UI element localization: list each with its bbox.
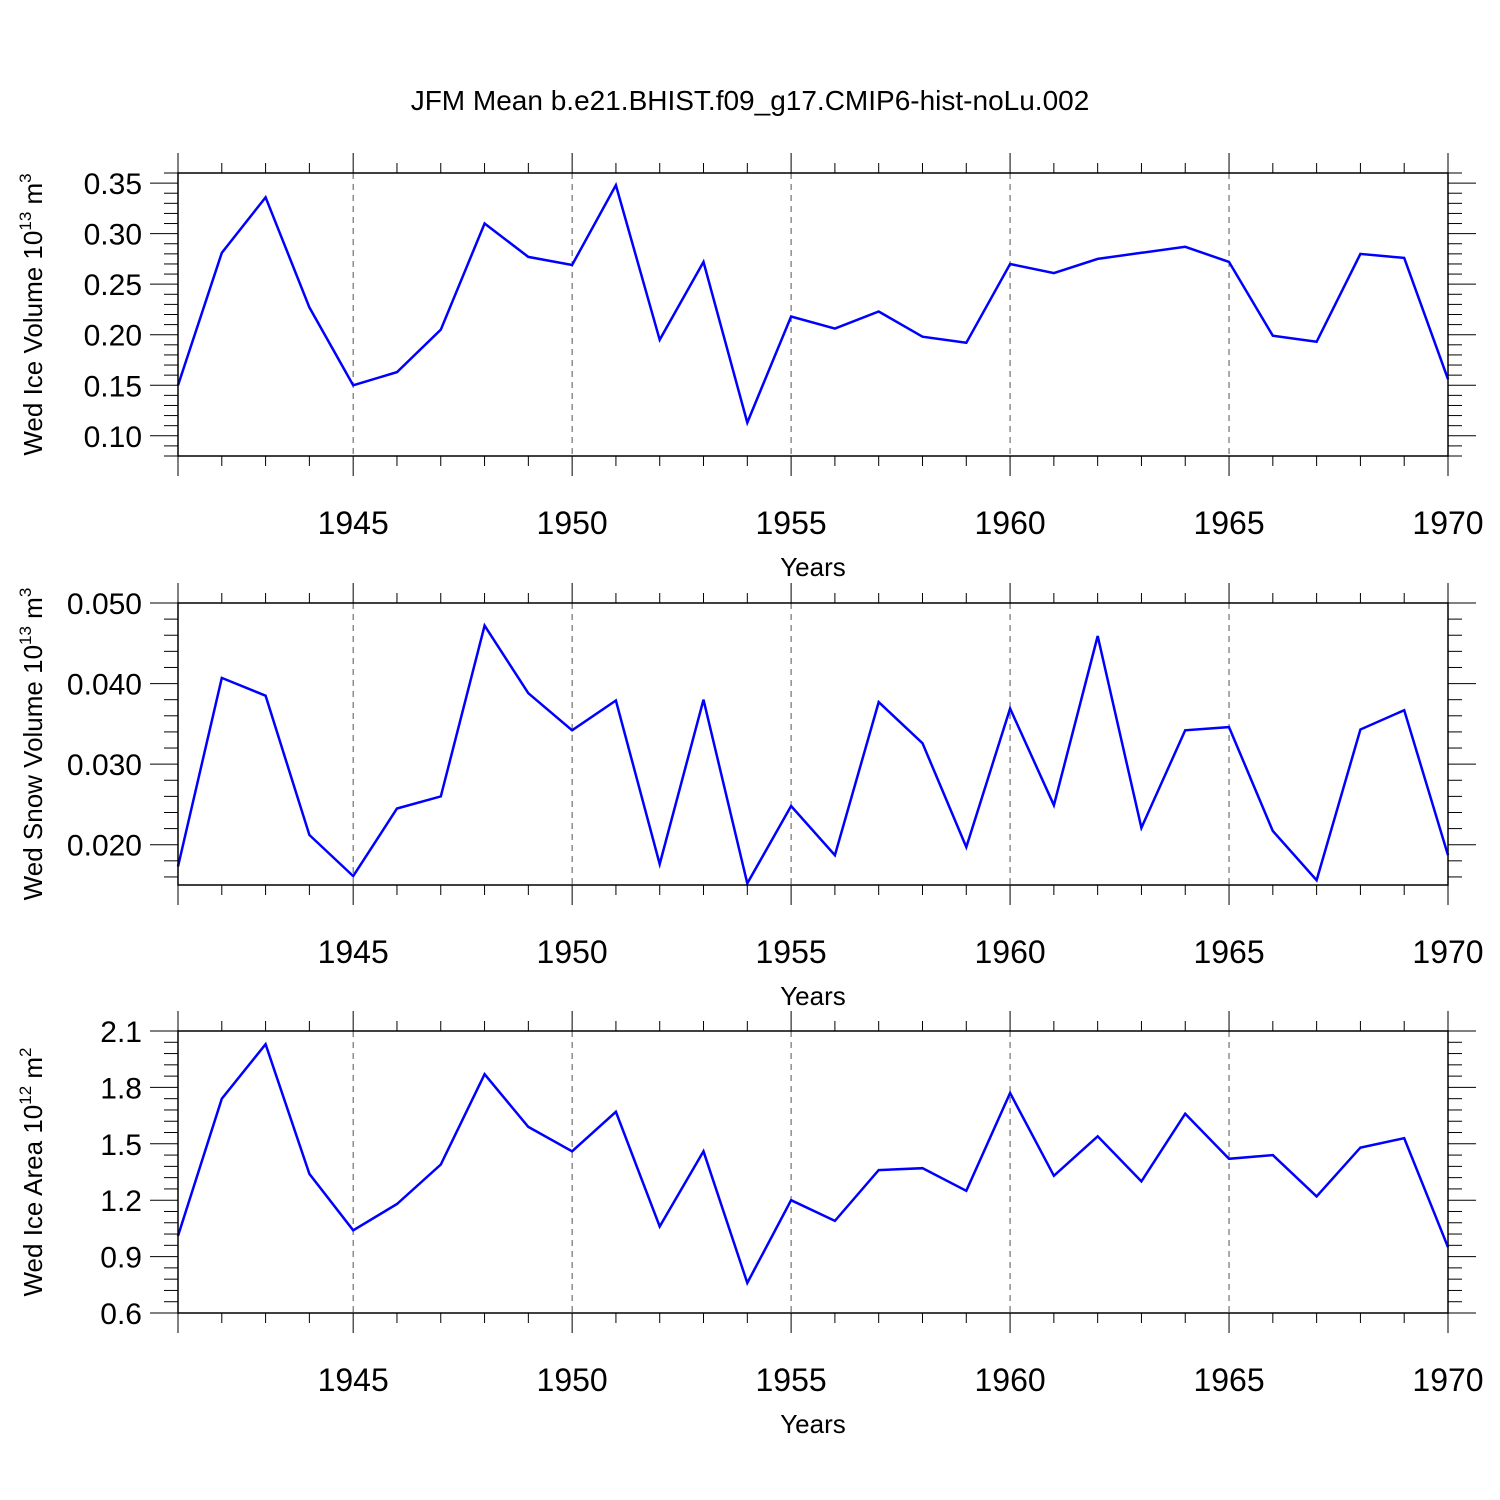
y-tick-label: 2.1 bbox=[100, 1016, 142, 1049]
panels: 0.10 0.15 0.20 0.25 0.30 0.35 1945 1950 1955 1960… bbox=[16, 153, 1484, 1439]
y-tick-label: 0.050 bbox=[67, 588, 142, 621]
x-tick-label: 1945 bbox=[318, 934, 389, 970]
x-tick-label: 1950 bbox=[537, 1362, 608, 1398]
x-axis-title: Years bbox=[780, 552, 846, 582]
y-axis-title-unit: m bbox=[18, 183, 48, 212]
panel-snow-volume: 0.020 0.030 0.040 0.050 1945 1950 1955 1960 1965… bbox=[16, 583, 1484, 1011]
y-axis-title-unit-exponent: 3 bbox=[16, 588, 35, 597]
series-line bbox=[176, 1041, 1450, 1287]
y-tick-label: 1.8 bbox=[100, 1072, 142, 1105]
x-tick-label: 1955 bbox=[756, 934, 827, 970]
plot-frame bbox=[177, 1030, 1449, 1314]
series-line bbox=[176, 622, 1450, 887]
y-axis-title-exponent: 12 bbox=[16, 1086, 35, 1105]
y-tick-label: 0.30 bbox=[84, 219, 142, 252]
y-axis-title-unit: m bbox=[18, 597, 48, 626]
x-tick-label: 1955 bbox=[756, 505, 827, 541]
panel-ice-volume: 0.10 0.15 0.20 0.25 0.30 0.35 1945 1950 1955 1960… bbox=[16, 153, 1484, 582]
y-tick-label: 0.030 bbox=[67, 749, 142, 782]
plot-frame bbox=[177, 172, 1449, 457]
y-axis-title-exponent: 13 bbox=[16, 626, 35, 645]
x-tick-label: 1950 bbox=[537, 505, 608, 541]
x-tick-label: 1965 bbox=[1193, 505, 1264, 541]
x-tick-label: 1955 bbox=[756, 1362, 827, 1398]
plot-frame bbox=[177, 602, 1449, 886]
y-tick-label: 0.25 bbox=[84, 269, 142, 302]
y-tick-label: 0.20 bbox=[84, 320, 142, 353]
y-axis-title-main: Wed Ice Volume 10 bbox=[18, 231, 48, 456]
y-axis-title-unit-exponent: 2 bbox=[16, 1047, 35, 1056]
y-tick-label: 1.2 bbox=[100, 1185, 142, 1218]
y-tick-label: 0.15 bbox=[84, 370, 142, 403]
x-tick-label: 1965 bbox=[1193, 934, 1264, 970]
x-tick-label: 1950 bbox=[537, 934, 608, 970]
y-axis-title-main: Wed Ice Area 10 bbox=[18, 1105, 48, 1297]
chart-title: JFM Mean b.e21.BHIST.f09_g17.CMIP6-hist-… bbox=[411, 85, 1090, 116]
x-tick-label: 1945 bbox=[318, 505, 389, 541]
y-axis-title-main: Wed Snow Volume 10 bbox=[18, 645, 48, 900]
x-axis-title: Years bbox=[780, 1409, 846, 1439]
y-tick-label: 0.35 bbox=[84, 168, 142, 201]
y-axis-title: Wed Ice Volume 1013 m3 bbox=[16, 173, 48, 455]
series-line bbox=[176, 181, 1450, 427]
y-tick-label: 0.040 bbox=[67, 669, 142, 702]
x-tick-label: 1970 bbox=[1412, 934, 1483, 970]
y-tick-label: 1.5 bbox=[100, 1129, 142, 1162]
y-tick-label: 0.6 bbox=[100, 1298, 142, 1331]
x-tick-label: 1960 bbox=[974, 505, 1045, 541]
y-axis-title-exponent: 13 bbox=[16, 212, 35, 231]
y-tick-label: 0.9 bbox=[100, 1242, 142, 1275]
x-tick-label: 1960 bbox=[974, 1362, 1045, 1398]
y-tick-label: 0.020 bbox=[67, 830, 142, 863]
y-axis-title-unit-exponent: 3 bbox=[16, 173, 35, 182]
x-axis-title: Years bbox=[780, 981, 846, 1011]
y-axis-title: Wed Snow Volume 1013 m3 bbox=[16, 588, 48, 901]
y-axis-title-unit: m bbox=[18, 1057, 48, 1086]
x-tick-label: 1960 bbox=[974, 934, 1045, 970]
x-tick-label: 1945 bbox=[318, 1362, 389, 1398]
y-axis-title: Wed Ice Area 1012 m2 bbox=[16, 1047, 48, 1296]
panel-ice-area: 0.6 0.9 1.2 1.5 1.8 2.1 1945 1950 1955 1960 1965 19… bbox=[16, 1011, 1484, 1439]
x-tick-label: 1965 bbox=[1193, 1362, 1264, 1398]
x-tick-label: 1970 bbox=[1412, 1362, 1483, 1398]
y-tick-label: 0.10 bbox=[84, 421, 142, 454]
x-tick-label: 1970 bbox=[1412, 505, 1483, 541]
